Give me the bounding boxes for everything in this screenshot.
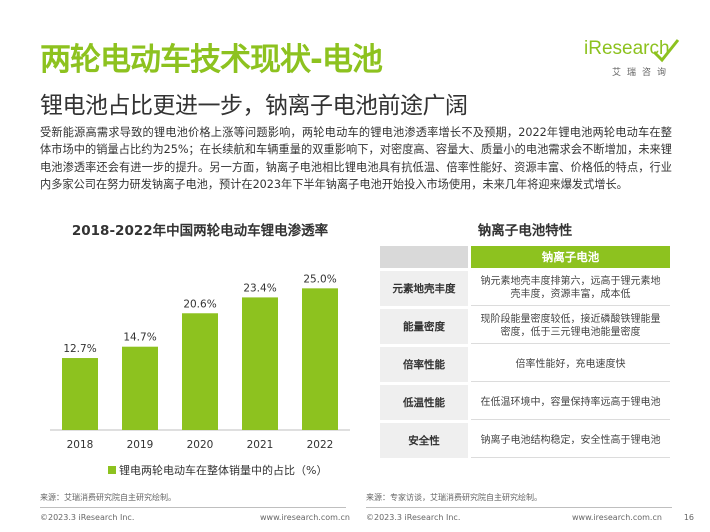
logo-wordmark: iResearch [584,38,670,59]
data-label-2019: 14.7% [123,332,156,344]
row-key: 倍率性能 [380,347,468,382]
row-value: 钠离子电池结构稳定，安全性高于锂电池 [471,423,670,458]
data-label-2018: 12.7% [63,343,96,355]
data-label-2022: 25.0% [303,273,336,285]
legend-swatch [108,466,116,474]
row-key: 低温性能 [380,385,468,420]
bar-2019 [122,346,158,430]
iresearch-logo: iResearch 艾瑞咨询 [584,38,680,80]
bar-2021 [242,297,278,430]
chart-title: 2018-2022年中国两轮电动车锂电渗透率 [71,223,329,239]
source-note-left: 来源：艾瑞消费研究院自主研究绘制。 [40,493,176,502]
table-title: 钠离子电池特性 [477,223,573,239]
page-subtitle: 锂电池占比更进一步，钠离子电池前途广阔 [40,93,468,119]
copyright-right: ©2023.3 iResearch Inc. [366,513,461,522]
site-link-left[interactable]: www.iresearch.com.cn [260,513,350,522]
row-value: 钠元素地壳丰度排第六，远高于锂元素地壳丰度，资源丰富，成本低 [471,271,670,306]
logo-check-icon [652,39,680,63]
x-tick-2019: 2019 [127,439,154,451]
row-key: 元素地壳丰度 [380,271,468,306]
page-number: 16 [683,513,694,522]
intro-paragraph: 受新能源高需求导致的锂电池价格上涨等问题影响，两轮电动车的锂电池渗透率增长不及预… [40,126,672,191]
footer-divider-left [40,507,346,508]
table-header: 钠离子电池 [380,246,670,268]
copyright-left: ©2023.3 iResearch Inc. [40,513,135,522]
legend-label: 锂电两轮电动车在整体销量中的占比（%） [119,464,328,477]
table-row: 元素地壳丰度 钠元素地壳丰度排第六，远高于锂元素地壳丰度，资源丰富，成本低 [380,271,670,306]
table-row: 能量密度 现阶段能量密度较低，接近磷酸铁锂能量密度，低于三元锂电池能量密度 [380,309,670,344]
row-key: 安全性 [380,423,468,458]
data-label-2020: 20.6% [183,298,216,310]
page-title: 两轮电动车技术现状-电池 [40,42,383,78]
bar-2022 [302,288,338,430]
logo-subtext: 艾瑞咨询 [612,68,673,78]
row-value: 在低温环境中，容量保持率远高于锂电池 [471,385,670,420]
x-tick-2022: 2022 [307,439,334,451]
row-value: 倍率性能好，充电速度快 [471,347,670,382]
table-row: 低温性能 在低温环境中，容量保持率远高于锂电池 [380,385,670,420]
footer-divider-right [366,507,672,508]
table-row: 倍率性能 倍率性能好，充电速度快 [380,347,670,382]
x-tick-2020: 2020 [187,439,214,451]
source-note-right: 来源：专家访谈，艾瑞消费研究院自主研究绘制。 [366,493,542,502]
x-tick-2018: 2018 [67,439,94,451]
table-row: 安全性 钠离子电池结构稳定，安全性高于锂电池 [380,423,670,458]
bar-2018 [62,358,98,430]
bar-chart: 12.7% 2018 14.7% 2019 20.6% 2020 23.4% 2021 25.0… [50,273,350,451]
table-header-blank [380,246,468,268]
x-tick-2021: 2021 [247,439,274,451]
site-link-right[interactable]: www.iresearch.com.cn [572,513,662,522]
sodium-battery-table: 钠离子电池 元素地壳丰度 钠元素地壳丰度排第六，远高于锂元素地壳丰度，资源丰富，… [380,246,670,461]
table-header-label: 钠离子电池 [471,246,670,268]
row-key: 能量密度 [380,309,468,344]
data-label-2021: 23.4% [243,282,276,294]
bar-2020 [182,313,218,430]
row-value: 现阶段能量密度较低，接近磷酸铁锂能量密度，低于三元锂电池能量密度 [471,309,670,344]
chart-legend: 锂电两轮电动车在整体销量中的占比（%） [108,462,327,478]
